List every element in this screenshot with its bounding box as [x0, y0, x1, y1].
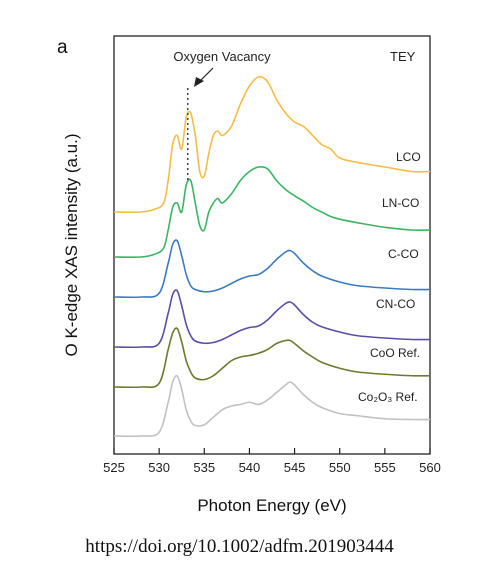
annotation-text: Oxygen Vacancy	[173, 49, 271, 64]
series-label-0: LCO	[396, 150, 421, 164]
x-tick-label-2: 535	[193, 460, 215, 475]
series-label-2: C-CO	[388, 247, 419, 261]
series-line-2	[113, 239, 431, 299]
x-tick-label-4: 545	[284, 460, 306, 475]
plot-frame	[113, 35, 431, 455]
x-tick-label-7: 560	[419, 460, 441, 475]
x-tick-label-5: 550	[329, 460, 351, 475]
y-axis-title: O K-edge XAS intensity (a.u.)	[62, 134, 81, 357]
x-axis-title: Photon Energy (eV)	[197, 496, 346, 515]
oxygen-vacancy-annotation: Oxygen Vacancy	[173, 49, 271, 182]
x-tick-label-1: 530	[148, 460, 170, 475]
vacancy-arrowhead	[194, 77, 204, 87]
series-label-1: LN-CO	[382, 196, 419, 210]
panel-letter: a	[57, 37, 68, 58]
series-labels: LCO LN-CO C-CO CN-CO CoO Ref. Co₂O₃ Ref.	[358, 150, 421, 404]
series-line-5	[113, 374, 431, 438]
series-label-3: CN-CO	[376, 297, 415, 311]
series-label-4: CoO Ref.	[370, 346, 420, 360]
x-tick-label-3: 540	[239, 460, 261, 475]
x-tick-label-0: 525	[103, 460, 125, 475]
doi-caption: https://doi.org/10.1002/adfm.201903444	[85, 536, 394, 557]
mode-label: TEY	[390, 49, 416, 64]
series-line-4	[113, 327, 431, 389]
series-line-3	[113, 289, 431, 349]
series-line-0	[113, 76, 431, 213]
x-tick-label-6: 555	[374, 460, 396, 475]
curves	[113, 76, 431, 438]
x-axis-ticks: 525 530 535 540 545 550 555 560	[103, 448, 441, 475]
series-line-1	[113, 165, 431, 258]
series-label-5: Co₂O₃ Ref.	[358, 390, 418, 404]
